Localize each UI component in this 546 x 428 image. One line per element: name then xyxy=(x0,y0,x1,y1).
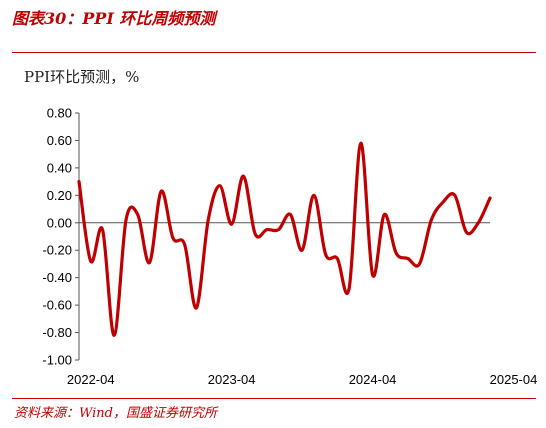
y-tick-label: -1.00 xyxy=(42,353,72,368)
y-tick-label: -0.60 xyxy=(42,298,72,313)
y-tick-label: -0.40 xyxy=(42,270,72,285)
y-tick-label: 0.20 xyxy=(47,188,72,203)
series-line xyxy=(77,141,492,337)
x-tick-label: 2025-04 xyxy=(490,372,538,387)
title-rule xyxy=(12,52,536,53)
source-rule xyxy=(12,398,536,399)
y-tick-label: -0.80 xyxy=(42,325,72,340)
y-tick-label: 0.60 xyxy=(47,133,72,148)
y-axis-label: PPI环比预测，% xyxy=(24,68,140,86)
y-tick-label: 0.40 xyxy=(47,160,72,175)
figure-title: 图表30：PPI 环比周频预测 xyxy=(12,9,216,28)
x-tick-label: 2022-04 xyxy=(67,372,115,387)
x-tick-label: 2024-04 xyxy=(349,372,397,387)
y-tick-label: 0.00 xyxy=(47,215,72,230)
x-tick-label: 2023-04 xyxy=(208,372,256,387)
y-tick-label: 0.80 xyxy=(47,106,72,121)
y-tick-label: -0.20 xyxy=(42,243,72,258)
source-note: 资料来源：Wind，国盛证券研究所 xyxy=(14,406,217,421)
